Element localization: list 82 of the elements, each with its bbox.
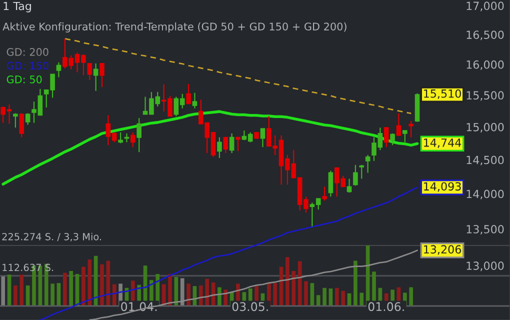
bar [62, 272, 67, 306]
bar [1, 276, 6, 306]
bar [14, 285, 18, 306]
bar [186, 284, 190, 306]
data-label: 13,206 [424, 245, 462, 255]
bar [50, 284, 54, 306]
candlestick [365, 154, 370, 174]
bar [316, 295, 320, 306]
text: Aktive Konfiguration: Trend-Template (GD 50 + GD 150 + GD 200) [2, 22, 346, 32]
text: 15,510 [424, 89, 461, 99]
bar [205, 278, 210, 306]
candlestick [346, 178, 352, 194]
candlestick [322, 186, 327, 202]
bar [198, 285, 203, 306]
bar [7, 274, 12, 306]
bar [322, 288, 326, 306]
candlestick [56, 62, 62, 78]
y-tick-label: 14,500 [466, 156, 504, 166]
y-tick-label: 15,500 [466, 91, 504, 101]
candlestick [223, 136, 228, 154]
bar [360, 292, 364, 306]
candlestick [402, 130, 408, 143]
candlestick [136, 118, 142, 153]
candlestick [328, 170, 334, 198]
bar [168, 274, 172, 306]
bar [409, 287, 414, 306]
data-label: 14,744 [424, 138, 462, 148]
x-tick-label: 03.05. [232, 302, 268, 312]
candlestick [390, 132, 395, 146]
y-tick-label: 14,000 [466, 190, 504, 200]
y-tick-label: 13,000 [466, 262, 504, 272]
y-tick-label: 13,500 [466, 224, 504, 235]
candlestick [384, 127, 389, 148]
bar [100, 264, 104, 306]
bar [20, 274, 24, 306]
bar [69, 270, 74, 306]
bar [304, 281, 308, 306]
candlestick [260, 128, 266, 148]
candlestick [229, 132, 234, 154]
chart-title: 1 Tag [4, 2, 31, 12]
text: GD: 50 [6, 75, 42, 84]
bar [292, 270, 296, 306]
bar [88, 259, 92, 306]
candlestick [19, 112, 24, 138]
candlestick [100, 62, 104, 88]
candlestick [87, 62, 92, 81]
text: GD: 150 [6, 62, 48, 70]
y-tick-label: 16,000 [466, 60, 504, 70]
bar [112, 284, 116, 306]
candlestick [217, 136, 222, 159]
text: GD: 200 [6, 48, 48, 56]
candlestick [130, 132, 136, 148]
candlestick [408, 120, 414, 138]
candlestick [236, 136, 240, 152]
candlestick [124, 132, 130, 143]
candlestick [118, 132, 123, 144]
candlestick [359, 164, 364, 180]
line-series [88, 250, 418, 320]
candlestick [25, 112, 30, 126]
y-tick-label: 17,000 [466, 2, 504, 12]
candlestick [13, 112, 18, 128]
candlestick [396, 112, 402, 136]
bar [180, 278, 184, 306]
bar [273, 283, 278, 306]
x-tick-label: 01.06. [368, 302, 404, 312]
candlestick [192, 92, 198, 109]
data-label: 14,093 [424, 182, 461, 192]
ref-line-label: 225.274 S. / 3,3 Mio. [2, 232, 102, 242]
bar [354, 260, 358, 306]
bar [224, 290, 228, 306]
candlestick [93, 62, 98, 92]
bar [286, 257, 290, 306]
y-tick-label: 16,500 [466, 30, 504, 40]
line-series [64, 38, 412, 114]
bar [341, 290, 346, 306]
y-tick-label: 15,000 [466, 122, 504, 132]
candlestick [353, 164, 358, 186]
candlestick [186, 83, 191, 104]
bar [218, 287, 222, 306]
line-series [2, 110, 419, 186]
bar [334, 288, 339, 306]
bar [82, 266, 86, 306]
